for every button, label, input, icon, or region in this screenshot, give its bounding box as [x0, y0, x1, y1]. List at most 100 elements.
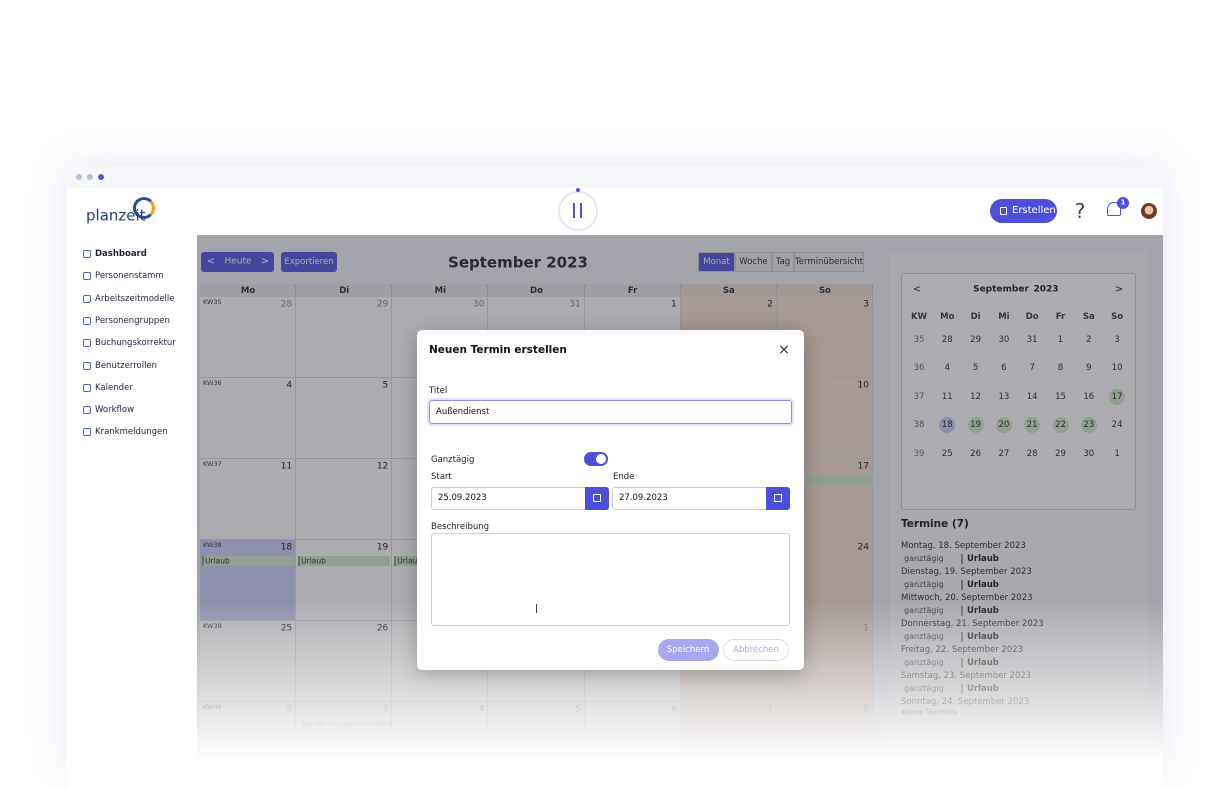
mini-day[interactable]: 27	[998, 448, 1010, 459]
nav-item[interactable]: Workflow	[95, 404, 135, 415]
mini-day[interactable]: 31	[1026, 334, 1038, 345]
timer-circle	[558, 191, 598, 231]
nav-item[interactable]: Kalender	[95, 382, 133, 393]
mini-day[interactable]: 21	[1026, 419, 1038, 430]
mini-day[interactable]: 20	[998, 419, 1010, 430]
field-label: Titel	[429, 385, 448, 396]
save-label[interactable]: Speichern	[666, 644, 710, 655]
view-label[interactable]: Monat	[703, 256, 730, 267]
view-label[interactable]: Terminübersicht	[794, 256, 864, 267]
view-label[interactable]: Tag	[775, 256, 791, 267]
view-button[interactable]	[772, 252, 794, 272]
title-input[interactable]	[429, 400, 792, 424]
mini-prev[interactable]: <	[912, 284, 922, 295]
mini-day[interactable]: 1	[1057, 334, 1064, 345]
save-button[interactable]	[658, 639, 719, 661]
mini-day[interactable]: 26	[970, 448, 982, 459]
mini-day[interactable]: 29	[1055, 448, 1066, 459]
day-number: 18	[280, 542, 293, 553]
date-picker-button[interactable]	[766, 487, 790, 510]
bell-icon[interactable]	[1107, 202, 1121, 216]
mini-day[interactable]: 22	[1055, 419, 1066, 430]
weekday: Do	[530, 285, 543, 296]
create-button-label[interactable]: Erstellen	[1012, 205, 1056, 216]
view-label[interactable]: Woche	[739, 256, 768, 267]
nav-item[interactable]: Personengruppen	[95, 315, 170, 326]
day-number: 12	[376, 461, 389, 472]
mini-day[interactable]: 19	[970, 419, 982, 430]
description-input[interactable]	[431, 533, 790, 626]
nav-icon	[83, 383, 91, 392]
export-button[interactable]	[281, 252, 337, 272]
nav-item[interactable]: Dashboard	[95, 248, 147, 259]
mini-day[interactable]: 9	[1086, 363, 1092, 374]
event-bar[interactable]	[202, 556, 295, 566]
mini-day[interactable]: 12	[970, 391, 982, 402]
nav-item[interactable]: Krankmeldungen	[95, 427, 168, 438]
agenda-event[interactable]: Urlaub	[967, 579, 999, 590]
agenda-event[interactable]: Urlaub	[967, 553, 999, 564]
prev-button[interactable]: <	[206, 256, 216, 267]
day-cell[interactable]	[296, 297, 393, 378]
dialog-close[interactable]: ×	[778, 342, 790, 358]
mini-day[interactable]: 29	[970, 334, 982, 345]
help-icon[interactable]: ?	[1074, 199, 1086, 223]
mini-day[interactable]: 1	[1114, 448, 1120, 459]
nav-item[interactable]: Benutzerrollen	[95, 360, 158, 371]
mini-day[interactable]: 7	[1029, 363, 1035, 374]
mini-day[interactable]: 18	[941, 419, 953, 430]
cancel-button[interactable]	[723, 639, 789, 661]
mini-day[interactable]: 28	[1026, 448, 1038, 459]
mini-day[interactable]: 14	[1026, 391, 1038, 402]
event-bar[interactable]	[298, 556, 391, 566]
weekday-cell	[584, 284, 681, 297]
weekday: Mi	[434, 285, 447, 296]
nav-item[interactable]: Arbeitszeitmodelle	[95, 293, 175, 304]
view-button[interactable]	[698, 252, 735, 272]
mini-day[interactable]: 15	[1055, 391, 1066, 402]
event-label[interactable]: Urlaub	[301, 556, 326, 566]
mini-day[interactable]: 28	[941, 334, 953, 345]
mini-day[interactable]: 3	[1114, 334, 1120, 345]
badge-count: 1	[1120, 198, 1126, 207]
mini-day[interactable]: 5	[972, 363, 979, 374]
mini-day[interactable]: 24	[1111, 419, 1123, 430]
mini-day[interactable]: 30	[998, 334, 1010, 345]
view-button[interactable]	[735, 252, 772, 272]
event-label[interactable]: Urlaub	[397, 556, 423, 566]
nav-item[interactable]: Buchungskorrektur	[95, 337, 176, 348]
mini-next[interactable]: >	[1114, 284, 1124, 295]
mini-day[interactable]: 16	[1083, 391, 1095, 402]
mini-day[interactable]: 11	[941, 391, 953, 402]
day-cell[interactable]	[296, 459, 393, 540]
today-button[interactable]: Heute	[224, 256, 252, 267]
cancel-label[interactable]: Abbrechen	[733, 644, 779, 655]
view-button[interactable]	[794, 252, 864, 272]
day-cell[interactable]	[200, 297, 297, 378]
mini-day[interactable]: 2	[1086, 334, 1092, 345]
mini-day[interactable]: 4	[944, 363, 951, 374]
nav-group[interactable]	[201, 252, 274, 272]
export-label[interactable]: Exportieren	[284, 256, 334, 267]
mini-day[interactable]: 6	[1001, 363, 1007, 374]
avatar[interactable]	[1141, 203, 1157, 219]
day-cell[interactable]	[200, 378, 297, 459]
mini-day[interactable]: 8	[1057, 363, 1064, 374]
day-cell[interactable]	[296, 378, 393, 459]
date-picker-button[interactable]	[585, 487, 609, 510]
mini-day[interactable]: 25	[941, 448, 953, 459]
next-button[interactable]: >	[260, 256, 270, 267]
weekday: So	[818, 285, 831, 296]
mini-day[interactable]: 13	[998, 391, 1010, 402]
event-label[interactable]: Urlaub	[205, 556, 230, 566]
weekday-cell	[296, 284, 393, 297]
mini-day[interactable]: 30	[1083, 448, 1095, 459]
day-number: 30	[472, 299, 485, 310]
create-button[interactable]	[990, 199, 1057, 223]
nav-item[interactable]: Personenstamm	[95, 271, 164, 282]
mini-day[interactable]: 17	[1111, 391, 1123, 402]
mini-day[interactable]: 23	[1083, 419, 1095, 430]
mini-day[interactable]: 10	[1111, 363, 1123, 374]
day-number: 17	[857, 461, 869, 472]
day-cell[interactable]	[200, 459, 297, 540]
